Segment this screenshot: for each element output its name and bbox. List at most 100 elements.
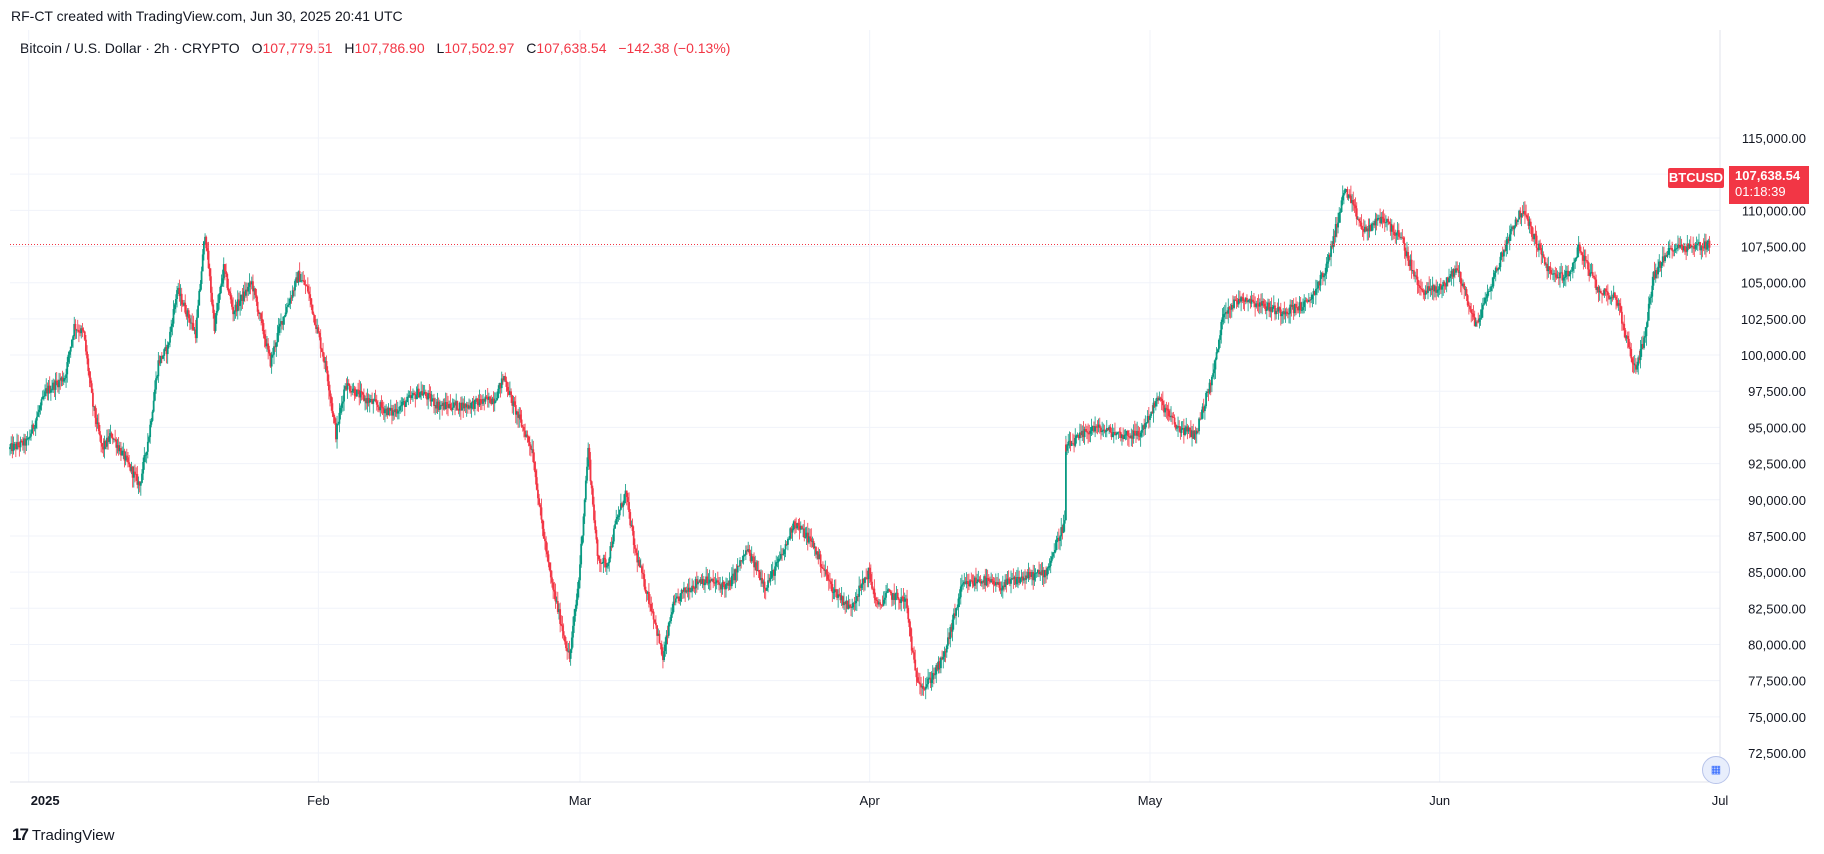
- candle: [174, 294, 177, 313]
- candle: [478, 389, 481, 408]
- candle: [1133, 420, 1136, 436]
- candle: [1262, 298, 1265, 308]
- candle: [650, 596, 653, 616]
- candle: [1406, 241, 1408, 259]
- candle: [1097, 418, 1100, 433]
- candle: [1289, 299, 1292, 324]
- candle: [1268, 298, 1271, 318]
- candle: [619, 493, 622, 511]
- price-tick-label: 82,500.00: [1748, 601, 1806, 616]
- candle: [747, 541, 750, 553]
- candle: [721, 576, 724, 595]
- candle: [1298, 296, 1301, 318]
- candle: [222, 257, 225, 287]
- candle: [32, 423, 35, 436]
- candle: [656, 625, 658, 646]
- candle: [598, 555, 601, 572]
- candle: [392, 404, 395, 421]
- candle: [285, 302, 288, 315]
- candle: [888, 588, 891, 592]
- candle: [1656, 267, 1658, 279]
- candle: [781, 548, 783, 561]
- candle: [1692, 236, 1695, 255]
- candle: [741, 555, 744, 564]
- candle: [713, 576, 716, 587]
- candle: [92, 388, 94, 417]
- candle: [1400, 232, 1403, 241]
- candle: [691, 578, 694, 598]
- candle: [1415, 268, 1418, 280]
- candle: [626, 492, 629, 510]
- candle: [774, 560, 776, 585]
- candle: [152, 392, 155, 413]
- candle: [549, 562, 552, 584]
- candle: [155, 371, 157, 394]
- candle: [1448, 268, 1450, 283]
- candle: [1554, 266, 1557, 283]
- candle: [1653, 261, 1656, 280]
- candle: [224, 263, 226, 281]
- candle: [1083, 426, 1086, 445]
- tradingview-logo[interactable]: 17 TradingView: [12, 825, 114, 845]
- candle: [1288, 307, 1290, 324]
- candle: [308, 284, 310, 302]
- candle: [1215, 346, 1218, 361]
- candle: [754, 555, 757, 571]
- candle: [524, 423, 527, 441]
- candle: [1469, 302, 1471, 312]
- candle: [261, 311, 264, 331]
- candle: [1359, 217, 1362, 227]
- candle: [23, 433, 25, 454]
- candle: [1445, 277, 1448, 293]
- candle: [131, 465, 134, 488]
- candle: [1345, 188, 1348, 192]
- candle: [947, 628, 949, 650]
- candle: [90, 380, 93, 394]
- candle: [1423, 289, 1426, 301]
- candle: [527, 435, 530, 447]
- candle: [121, 446, 124, 456]
- candle: [80, 325, 83, 339]
- time-tick-label: Mar: [569, 793, 592, 808]
- candle: [1274, 301, 1276, 321]
- candle: [485, 394, 488, 400]
- symbol-description[interactable]: Bitcoin / U.S. Dollar · 2h · CRYPTO: [20, 40, 240, 56]
- news-flag-icon[interactable]: ▦: [1702, 756, 1730, 784]
- candle: [935, 663, 938, 684]
- candle: [714, 573, 717, 593]
- candle: [273, 340, 275, 365]
- candle: [274, 339, 277, 352]
- candle: [725, 577, 727, 598]
- candle: [1303, 294, 1306, 314]
- candle: [1333, 230, 1336, 247]
- candle: [1478, 314, 1481, 329]
- candle: [1629, 341, 1631, 357]
- candle: [135, 467, 138, 481]
- candle: [937, 656, 940, 674]
- candle: [1686, 235, 1689, 256]
- candle: [1576, 244, 1579, 258]
- candle: [897, 597, 900, 610]
- candle: [528, 435, 531, 456]
- candle: [662, 647, 664, 669]
- candle: [733, 568, 736, 584]
- candle: [165, 344, 168, 364]
- candle: [93, 405, 95, 411]
- candle: [35, 411, 38, 430]
- candle: [792, 520, 795, 531]
- candle: [917, 672, 920, 684]
- candle: [170, 319, 173, 338]
- candle: [1129, 433, 1132, 439]
- candle: [1376, 214, 1379, 226]
- candle: [1571, 262, 1574, 279]
- candle: [1622, 321, 1624, 331]
- candle: [122, 442, 125, 459]
- candle: [920, 676, 922, 696]
- candle: [975, 567, 977, 589]
- candle: [521, 425, 524, 432]
- candle: [734, 568, 737, 589]
- candle: [410, 391, 413, 400]
- candle: [1178, 420, 1181, 432]
- candle: [1490, 283, 1492, 300]
